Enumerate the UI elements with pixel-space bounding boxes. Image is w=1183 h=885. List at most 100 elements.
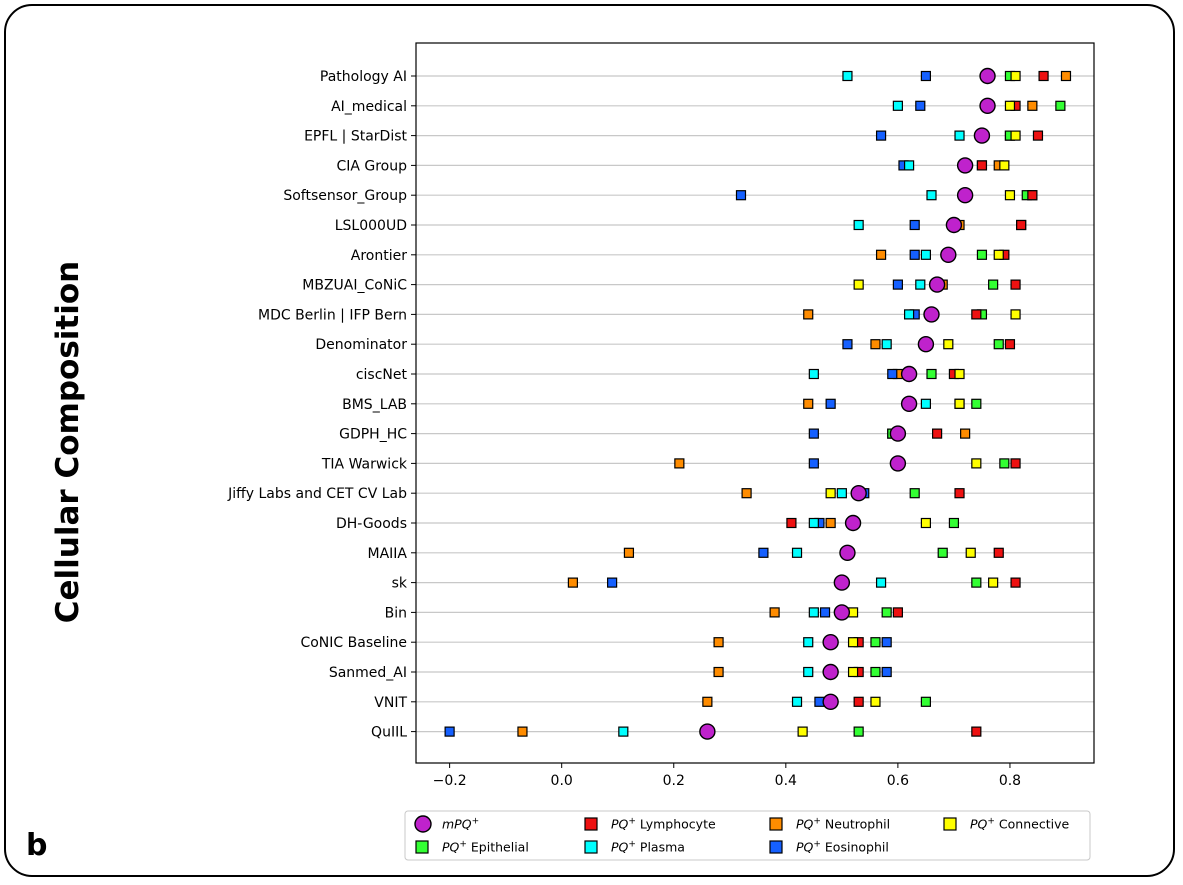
eosinophil-marker	[892, 279, 903, 290]
lymphocyte-marker	[932, 428, 943, 439]
legend-label: PQ+ Connective	[970, 817, 1069, 832]
epithelial-marker	[926, 368, 937, 380]
x-tick-label: 0.0	[551, 773, 573, 789]
connective-marker	[999, 160, 1010, 171]
plasma-marker	[920, 249, 932, 260]
epithelial-marker	[993, 339, 1004, 350]
mpq-marker	[850, 485, 867, 502]
category-gridlines	[416, 75, 1094, 733]
legend-label: PQ+ Plasma	[611, 840, 685, 855]
mpq-marker	[889, 455, 907, 472]
connective-marker	[954, 368, 965, 380]
connective-marker	[847, 666, 859, 678]
category-label: Softsensor_Group	[283, 188, 407, 204]
category-label: Jiffy Labs and CET CV Lab	[227, 486, 407, 502]
lymphocyte-marker	[993, 547, 1004, 558]
neutrophil-marker	[825, 517, 836, 529]
connective-marker	[870, 696, 881, 707]
plasma-marker	[903, 309, 915, 320]
epithelial-marker	[870, 666, 881, 678]
lymphocyte-marker	[1010, 458, 1021, 469]
category-label: EPFL | StarDist	[304, 129, 407, 145]
connective-marker	[954, 398, 965, 409]
connective-marker	[1004, 100, 1016, 111]
eosinophil-marker	[887, 368, 898, 380]
connective-marker	[797, 726, 808, 737]
plasma-marker	[903, 160, 915, 171]
category-label: Arontier	[351, 248, 407, 264]
connective-marker	[1004, 190, 1016, 201]
plasma-marker	[842, 70, 853, 82]
lymphocyte-marker	[1027, 190, 1038, 201]
category-label: GDPH_HC	[339, 427, 407, 443]
neutrophil-marker	[803, 398, 814, 409]
lymphocyte-marker	[971, 726, 982, 737]
category-labels: Pathology AI AI_medical EPFL | StarDist CIA…	[227, 69, 416, 741]
epithelial-marker	[971, 398, 982, 409]
epithelial-marker	[999, 458, 1010, 469]
mpq-marker	[956, 157, 974, 174]
connective-marker	[1010, 70, 1021, 82]
category-label: Sanmed_AI	[329, 665, 407, 681]
mpq-marker	[979, 97, 996, 115]
eosinophil-marker	[915, 100, 926, 111]
plasma-marker	[915, 279, 926, 290]
epithelial-marker	[988, 279, 999, 290]
legend-label: PQ+ Lymphocyte	[611, 817, 716, 832]
mpq-marker	[923, 306, 940, 323]
eosinophil-marker	[808, 458, 819, 469]
plasma-marker	[926, 190, 937, 201]
epithelial-marker	[976, 249, 988, 260]
plasma-marker	[803, 666, 814, 678]
lymphocyte-marker	[1032, 130, 1044, 141]
eosinophil-marker	[808, 428, 819, 439]
connective-marker	[825, 488, 836, 499]
category-label: DH-Goods	[336, 516, 407, 532]
epithelial-marker	[853, 726, 864, 737]
category-label: Bin	[385, 605, 407, 621]
mpq-marker	[979, 67, 996, 85]
legend-label: mPQ+	[442, 817, 479, 832]
mpq-marker	[889, 425, 907, 442]
eosinophil-marker	[909, 249, 920, 260]
mpq-marker	[928, 276, 946, 293]
category-label: Denominator	[315, 337, 407, 353]
lymphocyte-marker	[1038, 70, 1049, 82]
epithelial-marker	[881, 607, 892, 618]
neutrophil-marker	[870, 339, 881, 350]
x-axis: −0.2 0.0 0.2 0.4 0.6 0.8	[433, 763, 1021, 789]
neutrophil-marker	[769, 607, 780, 618]
epithelial-marker	[1055, 100, 1066, 111]
lymphocyte-marker	[954, 488, 965, 499]
legend: mPQ+ PQ+ Lymphocyte PQ+ Neutrophil PQ+ Conn…	[404, 810, 1091, 861]
legend-marker	[769, 840, 783, 854]
neutrophil-marker	[741, 488, 752, 499]
plasma-marker	[836, 488, 847, 499]
data-markers	[444, 67, 1072, 740]
neutrophil-marker	[803, 309, 814, 320]
legend-marker	[769, 817, 783, 831]
lymphocyte-marker	[971, 309, 982, 320]
neutrophil-marker	[702, 696, 713, 707]
connective-marker	[853, 279, 864, 290]
legend-marker	[414, 815, 432, 833]
plasma-marker	[791, 696, 803, 707]
lymphocyte-marker	[1010, 279, 1021, 290]
legend-label: PQ+ Epithelial	[442, 840, 529, 855]
plasma-marker	[803, 637, 814, 648]
category-label: Pathology AI	[320, 69, 407, 85]
x-tick-label: 0.2	[663, 773, 685, 789]
category-label: LSL000UD	[335, 218, 407, 234]
category-label: MDC Berlin | IFP Bern	[258, 307, 407, 323]
legend-marker	[415, 840, 429, 854]
epithelial-marker	[909, 488, 920, 499]
neutrophil-marker	[960, 428, 971, 439]
neutrophil-marker	[623, 547, 635, 558]
mpq-marker	[900, 395, 918, 412]
category-label: VNIT	[374, 695, 407, 711]
connective-marker	[943, 339, 954, 350]
connective-marker	[1010, 130, 1021, 141]
plasma-marker	[808, 517, 819, 529]
plasma-marker	[808, 607, 819, 618]
lymphocyte-marker	[853, 696, 864, 707]
